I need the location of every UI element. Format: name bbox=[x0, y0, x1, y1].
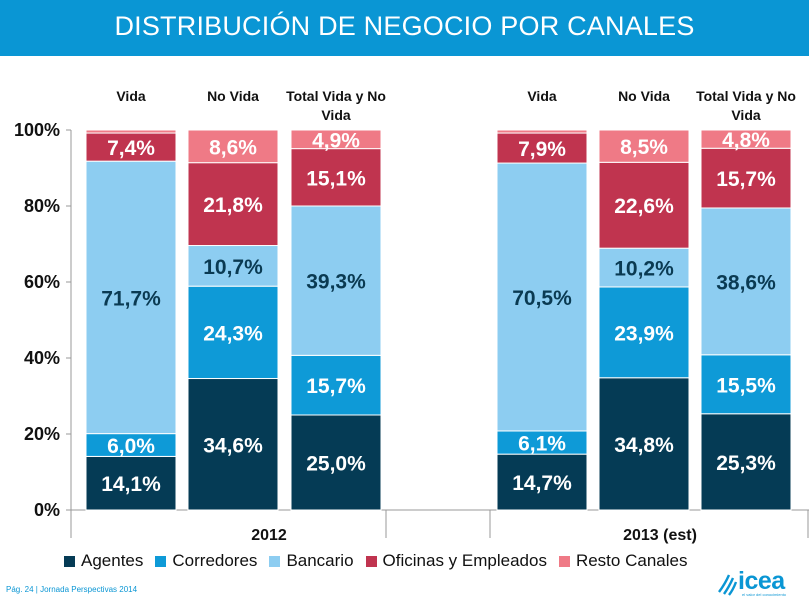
data-label: 7,4% bbox=[107, 137, 155, 160]
data-label: 8,5% bbox=[620, 136, 668, 159]
bar-segment bbox=[290, 354, 382, 416]
chart-legend: Agentes Corredores Bancario Oficinas y E… bbox=[64, 551, 699, 571]
legend-swatch-agentes bbox=[64, 555, 75, 567]
logo-text: icea bbox=[738, 567, 785, 595]
bar-segment bbox=[598, 377, 690, 511]
data-label: 15,7% bbox=[306, 375, 366, 398]
bar-segment bbox=[496, 132, 588, 164]
data-label: 8,6% bbox=[209, 136, 257, 159]
legend-swatch-corredores bbox=[155, 555, 167, 567]
legend-swatch-resto bbox=[558, 555, 570, 567]
group-label: 2013 (est) bbox=[623, 527, 697, 544]
category-label: No Vida bbox=[207, 88, 259, 104]
bar-segment bbox=[290, 414, 382, 511]
category-label: Total Vida y No Vida bbox=[286, 88, 386, 123]
data-label: 25,3% bbox=[716, 452, 776, 475]
data-label: 71,7% bbox=[101, 287, 161, 310]
legend-item-corredores: Corredores bbox=[155, 551, 257, 571]
data-label: 7,9% bbox=[518, 138, 566, 161]
bar-segment bbox=[700, 207, 792, 356]
y-tick-label: 60% bbox=[24, 272, 60, 292]
group-label: 2012 bbox=[251, 527, 287, 544]
legend-item-bancario: Bancario bbox=[269, 551, 354, 571]
legend-label-bancario: Bancario bbox=[286, 551, 354, 570]
data-label: 39,3% bbox=[306, 271, 366, 294]
data-label: 21,8% bbox=[203, 194, 263, 217]
bar-segment bbox=[496, 162, 588, 432]
page-title: DISTRIBUCIÓN DE NEGOCIO POR CANALES bbox=[114, 11, 695, 41]
data-label: 10,7% bbox=[203, 256, 263, 279]
data-label: 34,6% bbox=[203, 434, 263, 457]
data-label: 15,5% bbox=[716, 374, 776, 397]
data-label: 15,7% bbox=[716, 168, 776, 191]
bar-segment bbox=[700, 354, 792, 415]
logo-mark-icon bbox=[718, 574, 738, 596]
logo-tagline: el valor del conocimiento bbox=[742, 592, 787, 597]
footer-text: Pág. 24 | Jornada Perspectivas 2014 bbox=[6, 585, 138, 594]
legend-swatch-bancario bbox=[269, 555, 281, 567]
data-label: 4,8% bbox=[722, 129, 770, 152]
title-bar bbox=[0, 0, 809, 56]
bar-segment bbox=[700, 129, 792, 149]
y-tick-label: 40% bbox=[24, 348, 60, 368]
y-tick-label: 0% bbox=[34, 500, 60, 520]
bar-segment bbox=[290, 129, 382, 150]
stacked-bar-chart: 0% 20% 40% 60% 80% 100% 2012 2013 (est) Vida No V… bbox=[14, 88, 809, 544]
bar-segment bbox=[598, 286, 690, 379]
legend-label-oficinas: Oficinas y Empleados bbox=[382, 551, 547, 570]
bar-segment bbox=[85, 129, 177, 134]
legend-label-corredores: Corredores bbox=[172, 551, 258, 570]
data-label: 38,6% bbox=[716, 271, 776, 294]
data-label: 6,1% bbox=[518, 433, 566, 456]
legend-item-agentes: Agentes bbox=[64, 551, 143, 571]
data-label: 15,1% bbox=[306, 167, 366, 190]
data-label: 70,5% bbox=[512, 287, 572, 310]
bar-segment bbox=[496, 453, 588, 511]
bar-segment bbox=[187, 285, 279, 380]
category-label: Total Vida y No Vida bbox=[696, 88, 796, 123]
data-label: 4,9% bbox=[312, 129, 360, 152]
category-label: Vida bbox=[116, 88, 146, 104]
legend-swatch-oficinas bbox=[365, 555, 377, 567]
y-tick-label: 80% bbox=[24, 196, 60, 216]
bar-segment bbox=[187, 129, 279, 164]
data-label: 25,0% bbox=[306, 453, 366, 476]
data-label: 6,0% bbox=[107, 435, 155, 458]
icea-logo: icea el valor del conocimiento bbox=[716, 567, 806, 598]
data-label: 24,3% bbox=[203, 322, 263, 345]
bar-segment bbox=[598, 129, 690, 163]
bar-segment bbox=[187, 245, 279, 287]
legend-label-agentes: Agentes bbox=[81, 551, 144, 570]
bar-segment bbox=[598, 161, 690, 249]
y-tick-label: 20% bbox=[24, 424, 60, 444]
legend-label-resto: Resto Canales bbox=[575, 551, 688, 570]
data-label: 23,9% bbox=[614, 322, 674, 345]
bar-segment bbox=[700, 413, 792, 511]
data-label: 14,1% bbox=[101, 473, 161, 496]
category-label: No Vida bbox=[618, 88, 670, 104]
category-label: Vida bbox=[527, 88, 557, 104]
bar-segment bbox=[700, 147, 792, 209]
data-label: 14,7% bbox=[512, 472, 572, 495]
y-tick-label: 100% bbox=[14, 120, 60, 140]
legend-item-oficinas: Oficinas y Empleados bbox=[365, 551, 547, 571]
data-label: 22,6% bbox=[614, 195, 674, 218]
bar-segment bbox=[187, 162, 279, 247]
data-label: 10,2% bbox=[614, 258, 674, 281]
data-label: 34,8% bbox=[614, 434, 674, 457]
bar-segment bbox=[496, 129, 588, 134]
bar-segment bbox=[85, 160, 177, 435]
legend-item-resto: Resto Canales bbox=[558, 551, 688, 571]
